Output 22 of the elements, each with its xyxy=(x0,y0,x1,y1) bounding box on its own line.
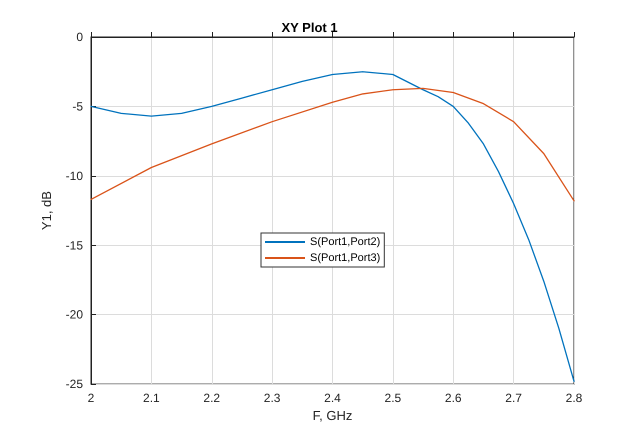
x-tick-label: 2.1 xyxy=(143,391,160,406)
line-series xyxy=(90,71,575,382)
x-tick-label: 2.2 xyxy=(203,391,220,406)
legend-label: S(Port1,Port3) xyxy=(310,252,380,264)
x-tick-label: 2.7 xyxy=(505,391,522,406)
x-axis-title: F, GHz xyxy=(312,408,352,423)
x-tick-label: 2.5 xyxy=(384,391,402,406)
y-tick-label: -15 xyxy=(66,238,84,252)
y-tick-label: 0 xyxy=(76,30,84,44)
x-tick-label: 2.8 xyxy=(566,391,583,406)
line-series xyxy=(90,88,575,202)
x-tick-label: 2.3 xyxy=(264,391,281,406)
y-tick-label: -10 xyxy=(66,168,84,183)
y-tick-label: -25 xyxy=(66,377,84,392)
x-tick-label: 2.6 xyxy=(444,391,462,406)
y-tick-label: -5 xyxy=(72,99,84,114)
x-tick-label: 2 xyxy=(88,391,95,406)
y-tick-label: -20 xyxy=(66,308,84,322)
chart-title: XY Plot 1 xyxy=(281,20,338,35)
x-tick-label: 2.4 xyxy=(324,391,342,406)
y-axis-title: Y1, dB xyxy=(39,191,54,230)
legend-label: S(Port1,Port2) xyxy=(310,236,380,248)
